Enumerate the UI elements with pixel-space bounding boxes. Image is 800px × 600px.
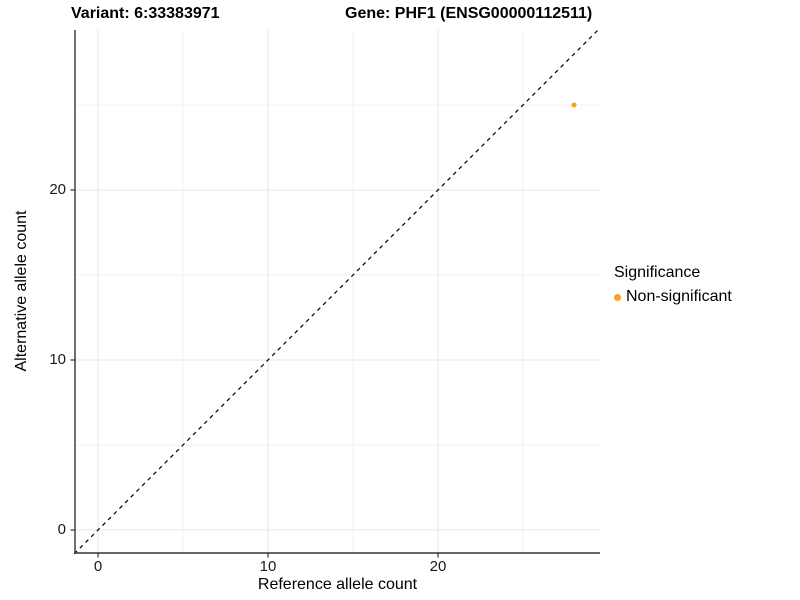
x-tick-label: 0 (93, 558, 103, 575)
y-tick-label: 20 (49, 181, 66, 198)
x-tick-label: 20 (429, 558, 447, 575)
legend-item: Non-significant (614, 288, 732, 306)
y-tick-label: 10 (49, 351, 66, 368)
x-axis-title: Reference allele count (257, 576, 418, 593)
legend-item-label: Non-significant (626, 288, 732, 305)
plot-title-variant: Variant: 6:33383971 (71, 5, 220, 22)
legend: Significance Non-significant (614, 264, 732, 306)
plot-svg (70, 29, 600, 558)
legend-title: Significance (614, 264, 701, 281)
legend-point-icon (614, 293, 621, 301)
x-tick-label: 10 (259, 558, 277, 575)
plot-panel (70, 29, 600, 558)
plot-title-gene: Gene: PHF1 (ENSG00000112511) (345, 5, 593, 22)
data-point (571, 102, 577, 108)
y-tick-label: 0 (57, 521, 66, 538)
identity-line (73, 29, 599, 555)
